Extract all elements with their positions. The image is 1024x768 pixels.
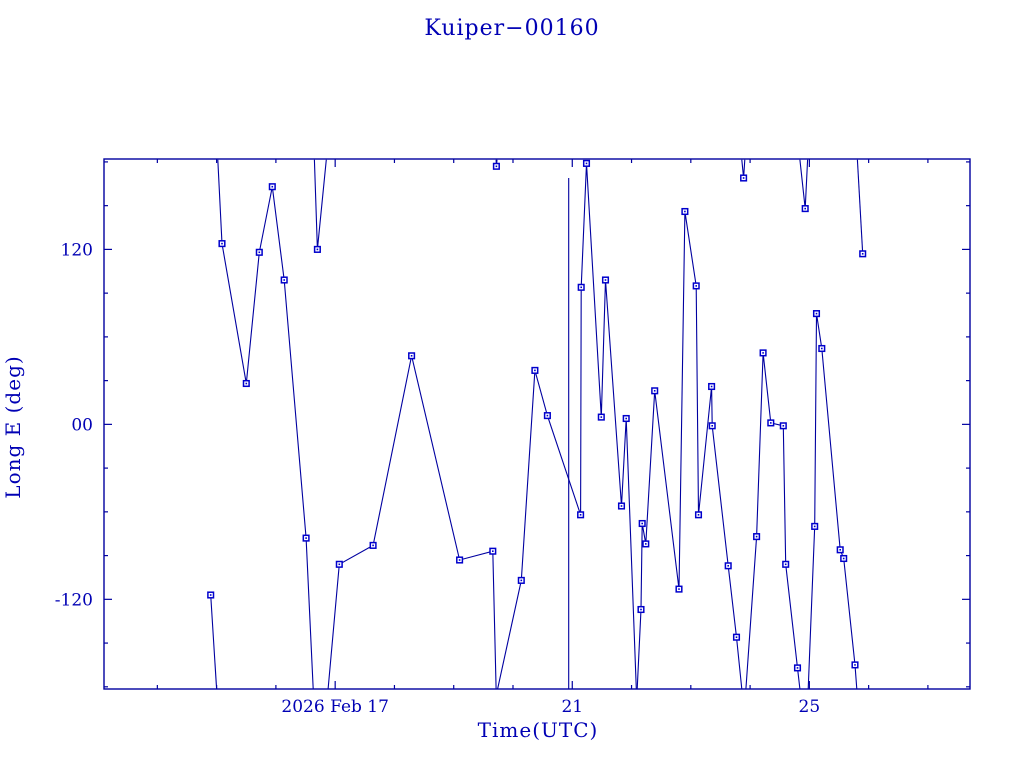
y-tick-labels: 120 00 -120 — [55, 240, 93, 610]
page-title: Kuiper−00160 — [424, 16, 600, 41]
svg-text:120: 120 — [61, 240, 93, 260]
data-markers — [207, 159, 867, 672]
x-tick-labels: 2026 Feb 17 21 25 — [281, 697, 820, 717]
plot-frame — [103, 158, 971, 690]
x-axis-label: Time(UTC) — [477, 718, 599, 742]
svg-text:2026 Feb 17: 2026 Feb 17 — [281, 697, 389, 717]
svg-text:-120: -120 — [55, 590, 93, 610]
axis-ticks — [104, 159, 970, 689]
svg-text:25: 25 — [799, 697, 821, 717]
svg-text:00: 00 — [71, 415, 93, 435]
svg-text:21: 21 — [561, 697, 583, 717]
data-path — [210, 159, 864, 690]
